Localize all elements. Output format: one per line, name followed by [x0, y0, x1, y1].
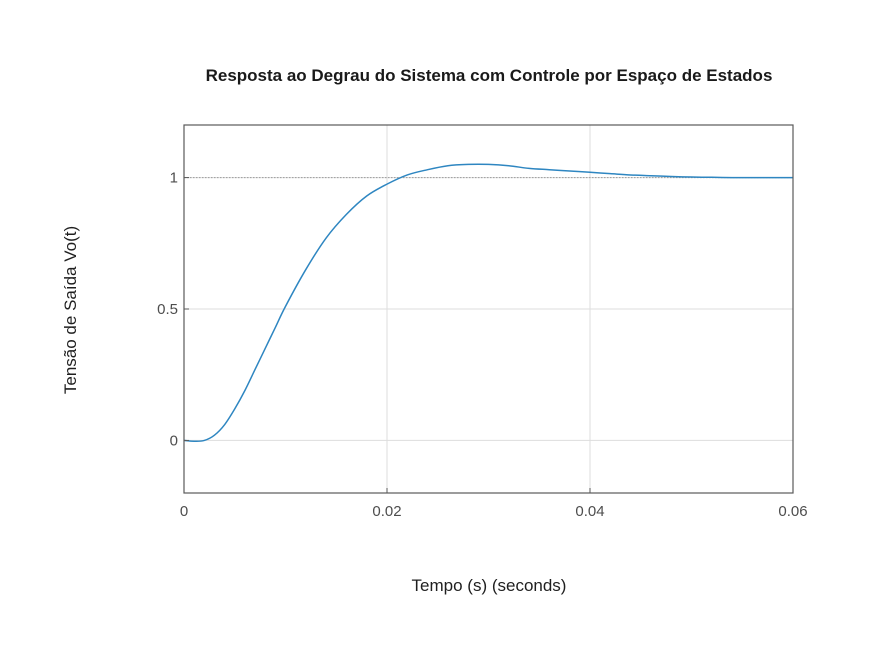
x-tick-label-1: 0.02	[372, 503, 401, 520]
x-tick-label-2: 0.04	[575, 503, 604, 520]
series-line-step-response	[183, 163, 793, 442]
x-tick-label-0: 0	[180, 503, 188, 520]
grid-lines	[184, 125, 793, 493]
x-axis-label: Tempo (s) (seconds)	[412, 576, 567, 595]
y-tick-label-1: 0.5	[157, 301, 178, 318]
x-axis-ticks: 0 0.02 0.04 0.06	[180, 488, 808, 520]
y-tick-label-0: 0	[170, 432, 178, 449]
y-axis-label: Tensão de Saída Vo(t)	[61, 226, 80, 394]
chart-title: Resposta ao Degrau do Sistema com Contro…	[206, 66, 773, 85]
x-tick-label-3: 0.06	[778, 503, 807, 520]
y-axis-ticks: 00.51	[157, 170, 189, 449]
y-tick-label-2: 1	[170, 170, 178, 187]
